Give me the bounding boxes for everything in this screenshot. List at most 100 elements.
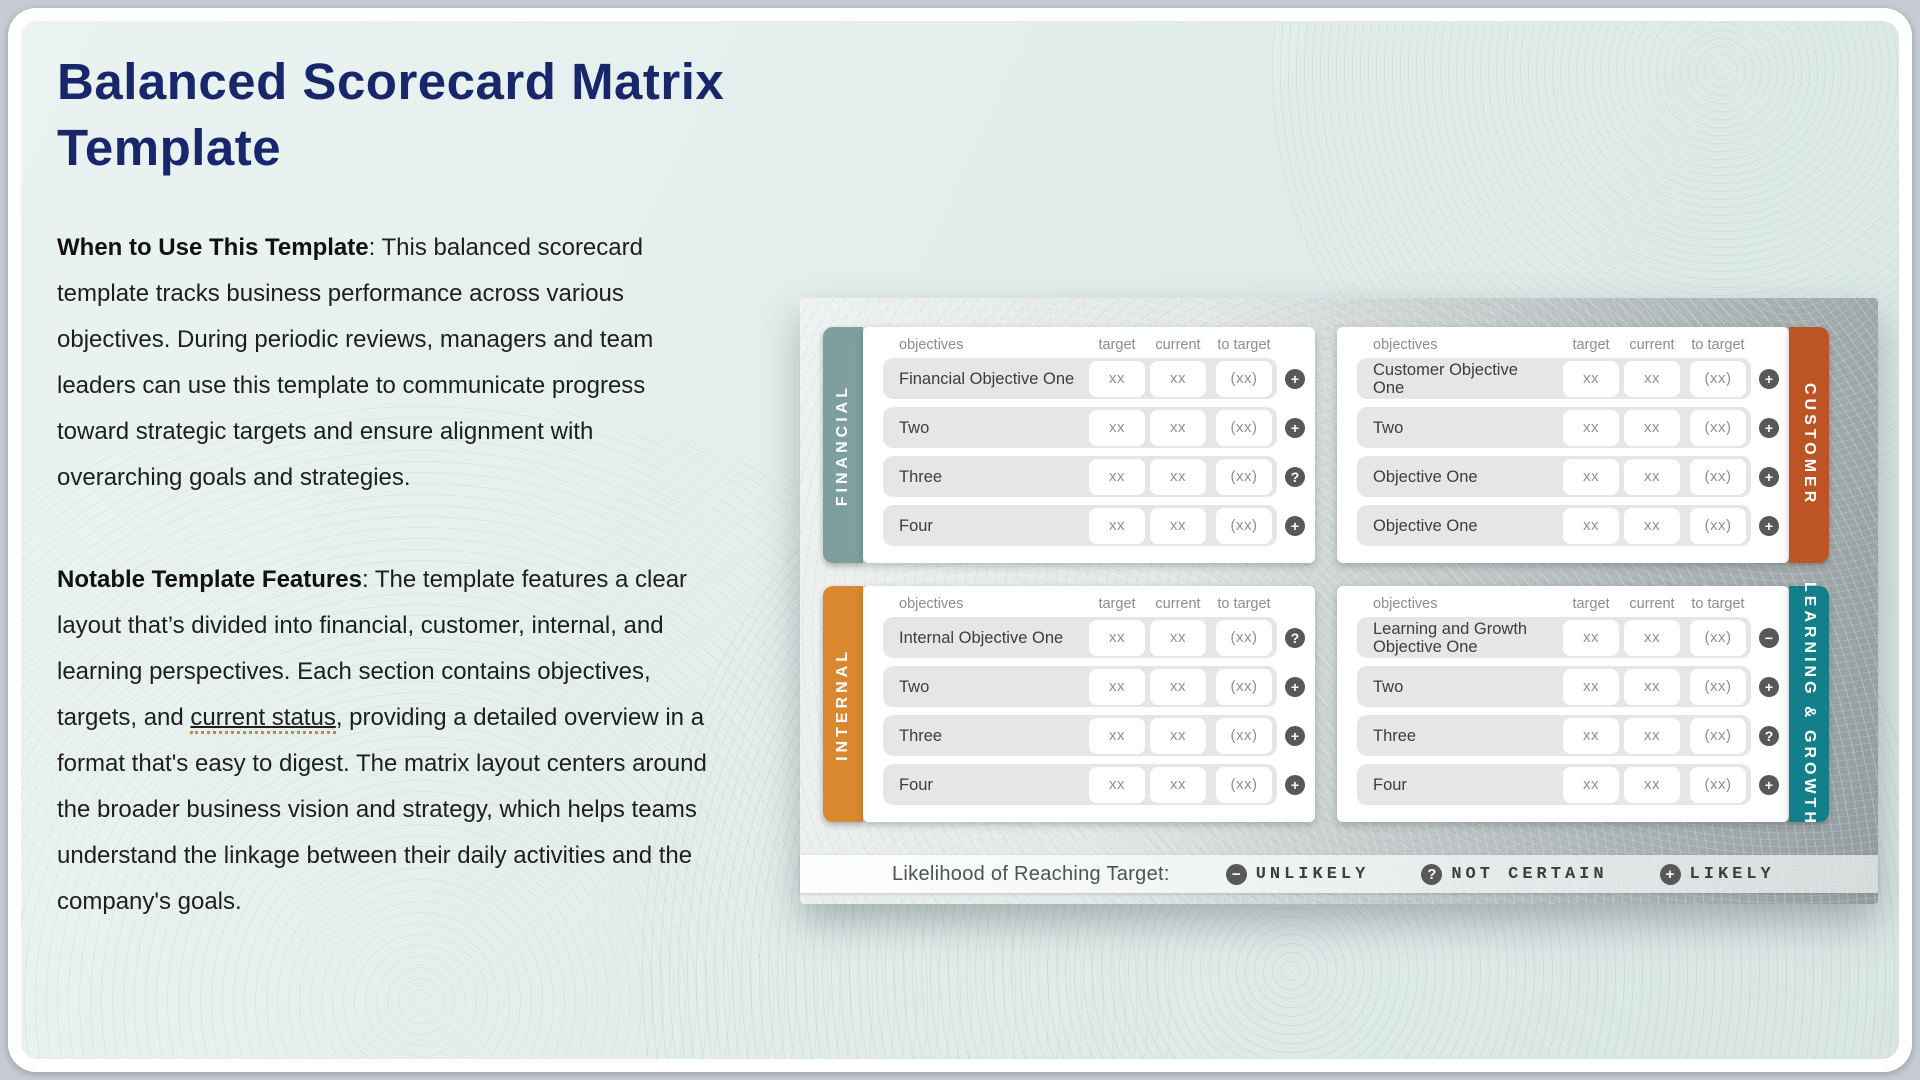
- quadrant-card: objectives target current to target Cust…: [1337, 327, 1789, 563]
- objective-row-background: Objective One xx xx (xx): [1357, 505, 1751, 546]
- quadrant-tab-label: CUSTOMER: [1801, 383, 1818, 507]
- plus-icon: +: [1759, 515, 1779, 536]
- objective-row-background: Two xx xx (xx): [1357, 407, 1751, 448]
- quadrant-internal: INTERNAL objectives target current to ta…: [823, 586, 1315, 822]
- quadrant-financial: FINANCIAL objectives target current to t…: [823, 327, 1315, 563]
- quadrant-tab-label: LEARNING & GROWTH: [1801, 581, 1818, 827]
- objective-row-background: Learning and Growth Objective One xx xx …: [1357, 617, 1751, 658]
- current-value-box: xx: [1624, 668, 1680, 705]
- objective-row: Objective One xx xx (xx) +: [1357, 505, 1779, 546]
- column-header-to-target: to target: [1217, 596, 1271, 612]
- column-header-target: target: [1098, 337, 1136, 353]
- current-value-box: xx: [1624, 507, 1680, 544]
- plus-icon: +: [1285, 368, 1305, 389]
- quadrant-tab: LEARNING & GROWTH: [1789, 582, 1829, 826]
- quadrant-tab: INTERNAL: [823, 586, 863, 822]
- target-value-box: xx: [1563, 458, 1619, 495]
- column-header-current: current: [1629, 337, 1675, 353]
- legend-item-label: UNLIKELY: [1255, 864, 1370, 884]
- quadrant-card: objectives target current to target Lear…: [1337, 586, 1789, 822]
- objective-label: Financial Objective One: [899, 369, 1075, 388]
- objective-row-background: Three xx xx (xx): [883, 715, 1277, 756]
- page-title-line1: Balanced Scorecard Matrix: [57, 53, 725, 110]
- target-value-box: xx: [1563, 766, 1619, 803]
- current-value-box: xx: [1624, 409, 1680, 446]
- plus-icon: +: [1659, 863, 1681, 885]
- quadrant-tab: CUSTOMER: [1789, 327, 1829, 563]
- objective-label: Three: [899, 467, 943, 486]
- current-value-box: xx: [1624, 360, 1680, 397]
- column-header-to-target: to target: [1217, 337, 1271, 353]
- current-value-box: xx: [1624, 766, 1680, 803]
- column-header-objectives: objectives: [899, 596, 964, 612]
- plus-icon: +: [1759, 417, 1779, 438]
- to-target-value-box: (xx): [1216, 507, 1272, 544]
- objective-label: Objective One: [1373, 516, 1478, 535]
- objective-label: Four: [1373, 775, 1407, 794]
- objective-row-background: Three xx xx (xx): [1357, 715, 1751, 756]
- page-title-line2: Template: [57, 119, 282, 176]
- objective-row: Financial Objective One xx xx (xx) +: [883, 358, 1305, 399]
- target-value-box: xx: [1563, 409, 1619, 446]
- plus-icon: +: [1285, 515, 1305, 536]
- legend-bar: Likelihood of Reaching Target: − UNLIKELY…: [800, 855, 1878, 893]
- plus-icon: +: [1759, 774, 1779, 795]
- quadrant-tab-label: FINANCIAL: [834, 383, 851, 507]
- question-icon: ?: [1759, 725, 1779, 746]
- objective-row-background: Four xx xx (xx): [883, 764, 1277, 805]
- objective-row-background: Financial Objective One xx xx (xx): [883, 358, 1277, 399]
- to-target-value-box: (xx): [1690, 458, 1746, 495]
- objective-label: Four: [899, 775, 933, 794]
- target-value-box: xx: [1563, 717, 1619, 754]
- current-value-box: xx: [1150, 507, 1206, 544]
- to-target-value-box: (xx): [1690, 717, 1746, 754]
- objective-row: Two xx xx (xx) +: [883, 666, 1305, 707]
- objective-row: Two xx xx (xx) +: [1357, 407, 1779, 448]
- target-value-box: xx: [1089, 668, 1145, 705]
- objective-label: Internal Objective One: [899, 628, 1064, 647]
- to-target-value-box: (xx): [1690, 409, 1746, 446]
- target-value-box: xx: [1563, 668, 1619, 705]
- to-target-value-box: (xx): [1690, 766, 1746, 803]
- column-header-target: target: [1572, 337, 1610, 353]
- objective-label: Three: [1373, 726, 1417, 745]
- target-value-box: xx: [1563, 619, 1619, 656]
- objective-row: Learning and Growth Objective One xx xx …: [1357, 617, 1779, 658]
- objective-row: Four xx xx (xx) +: [1357, 764, 1779, 805]
- objective-label: Three: [899, 726, 943, 745]
- page-content: Balanced Scorecard Matrix Template When t…: [21, 21, 1899, 1059]
- objective-row-background: Two xx xx (xx): [883, 407, 1277, 448]
- when-to-use-lead: When to Use This Template: [57, 234, 369, 261]
- to-target-value-box: (xx): [1216, 458, 1272, 495]
- to-target-value-box: (xx): [1690, 360, 1746, 397]
- current-value-box: xx: [1150, 766, 1206, 803]
- column-headers: objectives target current to target: [863, 593, 1315, 617]
- legend-item-label: NOT CERTAIN: [1451, 864, 1608, 884]
- objective-row-background: Objective One xx xx (xx): [1357, 456, 1751, 497]
- plus-icon: +: [1285, 774, 1305, 795]
- when-to-use-text: : This balanced scorecard template track…: [57, 234, 654, 491]
- current-status-link[interactable]: current status: [190, 704, 336, 734]
- objective-label: Two: [1373, 418, 1404, 437]
- target-value-box: xx: [1563, 360, 1619, 397]
- legend-item-label: LIKELY: [1689, 864, 1775, 884]
- to-target-value-box: (xx): [1216, 619, 1272, 656]
- to-target-value-box: (xx): [1216, 766, 1272, 803]
- column-header-to-target: to target: [1691, 596, 1745, 612]
- column-header-objectives: objectives: [899, 337, 964, 353]
- column-header-to-target: to target: [1691, 337, 1745, 353]
- when-to-use-paragraph: When to Use This Template: This balanced…: [57, 225, 707, 501]
- current-value-box: xx: [1624, 458, 1680, 495]
- target-value-box: xx: [1089, 619, 1145, 656]
- objective-label: Objective One: [1373, 467, 1478, 486]
- plus-icon: +: [1759, 466, 1779, 487]
- plus-icon: +: [1285, 676, 1305, 697]
- objective-row: Four xx xx (xx) +: [883, 505, 1305, 546]
- to-target-value-box: (xx): [1216, 717, 1272, 754]
- objective-row: Two xx xx (xx) +: [883, 407, 1305, 448]
- objective-label: Two: [1373, 677, 1404, 696]
- to-target-value-box: (xx): [1216, 409, 1272, 446]
- question-icon: ?: [1421, 863, 1443, 885]
- objective-rows: Customer Objective One xx xx (xx) + Two …: [1337, 358, 1789, 546]
- plus-icon: +: [1759, 676, 1779, 697]
